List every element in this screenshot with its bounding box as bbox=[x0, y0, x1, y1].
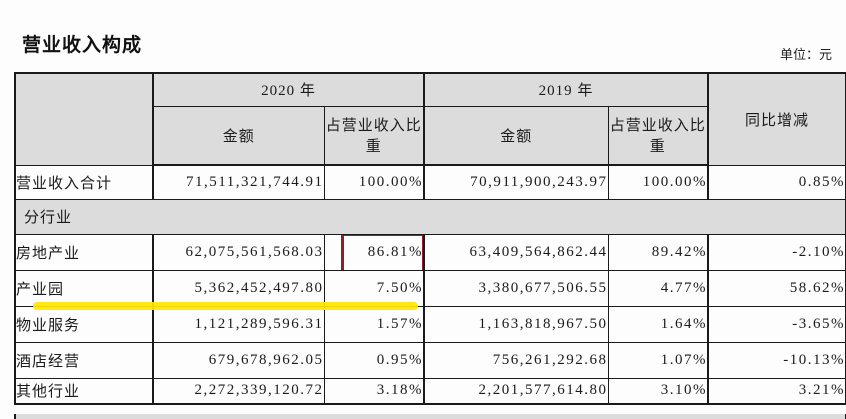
header-share-2019: 占营业收入比重 bbox=[607, 105, 709, 166]
header-yoy: 同比增减 bbox=[707, 72, 846, 166]
table-row-hotel-operations: 酒店经营 679,678,962.05 0.95% 756,261,292.68… bbox=[14, 341, 846, 379]
cell-amount-2020: 679,678,962.05 bbox=[152, 341, 325, 379]
cell-amount-2019: 70,911,900,243.97 bbox=[423, 164, 609, 200]
cell-amount-2019: 3,380,677,506.55 bbox=[423, 269, 609, 307]
header-amount-2019: 金额 bbox=[423, 105, 609, 166]
row-label: 房地产业 bbox=[14, 233, 154, 271]
cell-yoy: -2.10% bbox=[707, 233, 846, 271]
cell-amount-2020: 62,075,561,568.03 bbox=[152, 233, 325, 271]
table-row-real-estate: 房地产业 62,075,561,568.03 86.81% 63,409,564… bbox=[14, 233, 846, 271]
cell-yoy: 0.85% bbox=[707, 164, 846, 200]
unit-label: 单位：元 bbox=[779, 47, 832, 62]
cell-amount-2019: 756,261,292.68 bbox=[423, 341, 609, 379]
row-label: 酒店经营 bbox=[14, 341, 154, 379]
cell-share-2020: 1.57% bbox=[323, 305, 425, 343]
cell-share-2019: 4.77% bbox=[607, 269, 709, 307]
header-year-2019: 2019 年 bbox=[423, 72, 709, 107]
cell-amount-2020: 2,272,339,120.72 bbox=[152, 377, 325, 405]
cell-share-2020: 100.00% bbox=[323, 164, 425, 200]
cell-amount-2020: 71,511,321,744.91 bbox=[152, 164, 325, 200]
cell-share-2020: 0.95% bbox=[323, 341, 425, 379]
cell-amount-2020: 1,121,289,596.31 bbox=[152, 305, 325, 343]
cell-amount-2019: 2,201,577,614.80 bbox=[423, 377, 609, 405]
header-row-years: 2020 年 2019 年 同比增减 bbox=[14, 72, 846, 166]
cell-share-2019: 1.64% bbox=[607, 305, 709, 343]
cell-amount-2019: 1,163,818,967.50 bbox=[423, 305, 609, 343]
row-label: 物业服务 bbox=[14, 305, 154, 343]
yellow-highlight-annotation bbox=[33, 302, 418, 310]
row-label: 其他行业 bbox=[14, 377, 154, 405]
cell-yoy: -10.13% bbox=[707, 341, 846, 379]
section-label: 分行业 bbox=[14, 198, 846, 235]
cell-amount-2019: 63,409,564,862.44 bbox=[423, 233, 609, 271]
header-blank-cell bbox=[14, 72, 154, 166]
cell-share-2019: 100.00% bbox=[607, 164, 709, 200]
cell-amount-2020: 5,362,452,497.80 bbox=[152, 269, 325, 307]
cell-share-2019: 89.42% bbox=[607, 233, 709, 271]
cell-yoy: 58.62% bbox=[707, 269, 846, 307]
page-title: 营业收入构成 bbox=[22, 35, 143, 56]
header-share-2020: 占营业收入比重 bbox=[323, 105, 425, 166]
cell-yoy: 3.21% bbox=[707, 377, 846, 405]
cell-share-2020: 7.50% bbox=[323, 269, 425, 307]
header-row-subcolumns: 金额 占营业收入比重 金额 占营业收入比重 bbox=[15, 105, 846, 166]
cell-share-2019: 1.07% bbox=[607, 341, 709, 379]
cell-share-2019: 3.10% bbox=[607, 377, 709, 405]
table-row-total: 营业收入合计 71,511,321,744.91 100.00% 70,911,… bbox=[14, 164, 846, 200]
table-row-property-services: 物业服务 1,121,289,596.31 1.57% 1,163,818,96… bbox=[14, 305, 846, 343]
share-value: 86.81% bbox=[367, 243, 424, 260]
revenue-composition-table: 2020 年 2019 年 同比增减 金额 占营业收入比重 金额 占营业收入比重… bbox=[14, 72, 846, 405]
cell-share-2020: 3.18% bbox=[323, 377, 425, 405]
cell-yoy: -3.65% bbox=[707, 305, 846, 343]
table-row-section-by-industry: 分行业 bbox=[14, 198, 846, 235]
row-label: 营业收入合计 bbox=[14, 164, 154, 200]
row-label: 产业园 bbox=[14, 269, 154, 307]
header-amount-2020: 金额 bbox=[152, 105, 325, 166]
cell-share-2020: 86.81% bbox=[323, 233, 425, 271]
table-row-industrial-park: 产业园 5,362,452,497.80 7.50% 3,380,677,506… bbox=[14, 269, 846, 307]
table-row-other-industries: 其他行业 2,272,339,120.72 3.18% 2,201,577,61… bbox=[14, 377, 846, 405]
next-section-row-clipped bbox=[14, 414, 846, 419]
header-year-2020: 2020 年 bbox=[151, 72, 425, 107]
